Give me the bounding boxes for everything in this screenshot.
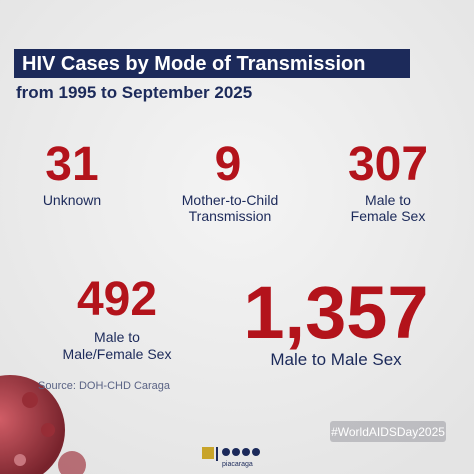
source: Source: DOH-CHD Caraga: [38, 380, 171, 392]
stat-label: Transmission: [189, 208, 272, 224]
title: HIV Cases by Mode of Transmission: [22, 53, 365, 75]
stat-label: Unknown: [43, 192, 101, 208]
logo-icons: [202, 447, 260, 461]
stat-label: Mother-to-Child: [182, 192, 278, 208]
stat-label: Male to: [94, 329, 140, 345]
stat-label: Male to Male Sex: [270, 350, 402, 369]
stat-value: 492: [77, 273, 157, 326]
stat-value: 1,357: [243, 271, 428, 354]
hashtag-box: [330, 421, 446, 442]
stat-value: 31: [45, 138, 98, 191]
stat-label: Male/Female Sex: [63, 346, 172, 362]
stat-label: Female Sex: [351, 208, 426, 224]
hashtag: #WorldAIDSDay2025: [331, 425, 445, 439]
stat-value: 307: [348, 138, 428, 191]
title-box: [14, 49, 410, 78]
stat-value: 9: [215, 138, 242, 191]
stat-label: Male to: [365, 192, 411, 208]
logo-text: piacaraga: [222, 461, 253, 468]
subtitle: from 1995 to September 2025: [16, 83, 252, 102]
virus-decoration: [0, 375, 86, 474]
